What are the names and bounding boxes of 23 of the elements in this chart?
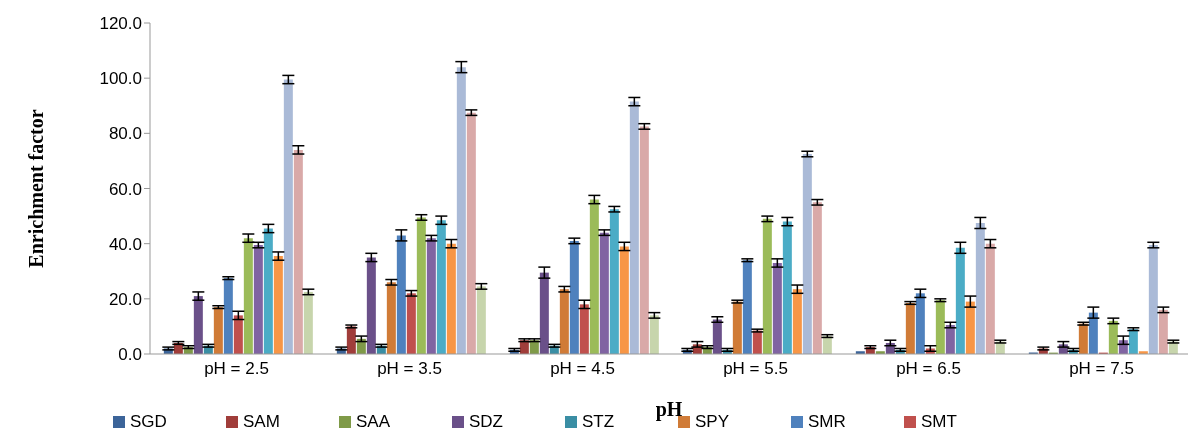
x-tick-label: pH = 2.5 — [204, 359, 269, 379]
x-tick-label: pH = 5.5 — [723, 359, 788, 379]
y-tick-label: 20.0 — [108, 289, 142, 309]
legend-label: SMT — [921, 412, 957, 432]
y-tick-label: 120.0 — [99, 14, 142, 34]
legend-label: SGD — [130, 412, 167, 432]
y-tick-label: 100.0 — [99, 69, 142, 89]
y-tick-label: 40.0 — [108, 234, 142, 254]
y-tick-label: 80.0 — [108, 124, 142, 144]
legend-label: SDZ — [469, 412, 503, 432]
legend-label: STZ — [582, 412, 615, 432]
y-tick-label: 0.0 — [118, 345, 142, 365]
x-tick-label: pH = 7.5 — [1069, 359, 1134, 379]
legend-label: SPY — [695, 412, 730, 432]
x-tick-label: pH = 3.5 — [377, 359, 442, 379]
x-tick-label: pH = 6.5 — [896, 359, 961, 379]
x-tick-label: pH = 4.5 — [550, 359, 615, 379]
legend-label: SMR — [808, 412, 846, 432]
y-tick-label: 60.0 — [108, 179, 142, 199]
y-axis-title: Enrichment factor — [25, 109, 48, 268]
x-axis-title: pH — [655, 398, 683, 421]
legend-label: SAA — [356, 412, 391, 432]
legend-label: SAM — [243, 412, 280, 432]
